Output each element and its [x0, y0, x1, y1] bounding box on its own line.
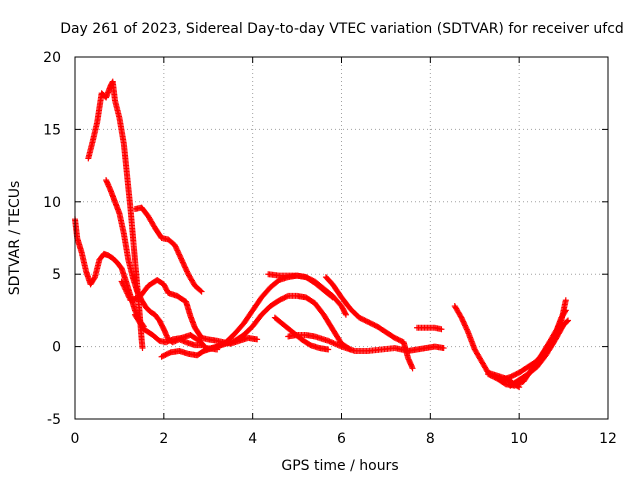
x-tick-label: 0	[71, 431, 80, 447]
data-point	[119, 281, 126, 288]
data-point	[458, 314, 465, 321]
data-point	[457, 313, 464, 320]
data-point	[177, 255, 184, 262]
x-tick-label: 2	[159, 431, 168, 447]
series-arc-4	[131, 204, 205, 295]
data-point	[184, 268, 191, 275]
data-point	[175, 250, 182, 257]
data-point	[122, 286, 129, 293]
data-point	[181, 261, 188, 268]
data-point	[440, 345, 447, 352]
data-point	[91, 275, 98, 282]
data-point	[182, 265, 189, 272]
data-point	[460, 319, 467, 326]
data-point	[124, 291, 131, 298]
series-arc-12	[322, 274, 416, 372]
data-point	[283, 293, 290, 300]
data-point	[464, 327, 471, 334]
data-point	[121, 285, 128, 292]
data-points	[72, 78, 572, 391]
data-point	[183, 267, 190, 274]
data-point	[459, 317, 466, 324]
data-point	[171, 242, 178, 249]
data-point	[180, 260, 187, 267]
axis-ticks: 0 2 4 6 8 10 12 -5 0 5 10 15 20	[43, 50, 617, 447]
data-point	[173, 244, 180, 251]
y-tick-label: 10	[43, 195, 61, 211]
x-tick-label: 6	[337, 431, 346, 447]
y-axis-label: SDTVAR / TECUs	[7, 181, 23, 296]
data-point	[562, 297, 569, 304]
x-tick-label: 8	[426, 431, 435, 447]
data-point	[325, 346, 332, 353]
data-point	[120, 282, 127, 289]
data-point	[139, 345, 146, 352]
data-point	[460, 318, 467, 325]
x-axis-label: GPS time / hours	[281, 458, 398, 474]
data-point	[124, 290, 131, 297]
series-arc-13	[414, 324, 445, 333]
y-tick-label: 15	[43, 122, 61, 138]
data-point	[557, 320, 564, 327]
data-point	[409, 365, 416, 372]
data-point	[178, 256, 185, 263]
x-tick-label: 4	[248, 431, 257, 447]
data-point	[181, 263, 188, 270]
data-point	[179, 258, 186, 265]
data-point	[184, 269, 191, 276]
data-point	[462, 322, 469, 329]
data-point	[174, 248, 181, 255]
data-point	[462, 323, 469, 330]
series-arc-2	[85, 78, 146, 352]
series-arc-5	[118, 276, 261, 347]
data-point	[125, 293, 132, 300]
data-point	[174, 247, 181, 254]
y-tick-label: -5	[47, 412, 61, 428]
series-arc-17	[507, 317, 572, 389]
data-point	[123, 289, 130, 296]
data-point	[118, 278, 125, 285]
data-point	[461, 321, 468, 328]
data-point	[176, 251, 183, 258]
data-point	[463, 326, 470, 333]
data-point	[463, 325, 470, 332]
data-point	[342, 310, 349, 317]
y-tick-label: 0	[52, 340, 61, 356]
data-point	[328, 293, 335, 300]
data-point	[173, 246, 180, 253]
data-point	[198, 288, 205, 295]
y-tick-label: 20	[43, 50, 61, 66]
x-tick-label: 12	[599, 431, 617, 447]
data-point	[557, 318, 564, 325]
data-point	[564, 318, 571, 325]
data-point	[123, 287, 130, 294]
series-arc-9	[265, 271, 336, 301]
data-point	[438, 326, 445, 333]
grid-lines	[75, 57, 608, 419]
series-arc-10	[271, 314, 332, 353]
data-point	[329, 294, 336, 301]
data-point	[176, 252, 183, 259]
data-point	[459, 315, 466, 322]
data-point	[177, 254, 184, 261]
data-point	[342, 311, 349, 318]
data-point	[119, 279, 126, 286]
data-point	[565, 317, 572, 324]
data-point	[121, 283, 128, 290]
x-tick-label: 10	[510, 431, 528, 447]
data-point	[197, 287, 204, 294]
data-point	[172, 243, 179, 250]
data-point	[179, 259, 186, 266]
chart-title: Day 261 of 2023, Sidereal Day-to-day VTE…	[60, 21, 624, 37]
y-tick-label: 5	[52, 267, 61, 283]
data-point	[182, 264, 189, 271]
data-point	[254, 336, 261, 343]
